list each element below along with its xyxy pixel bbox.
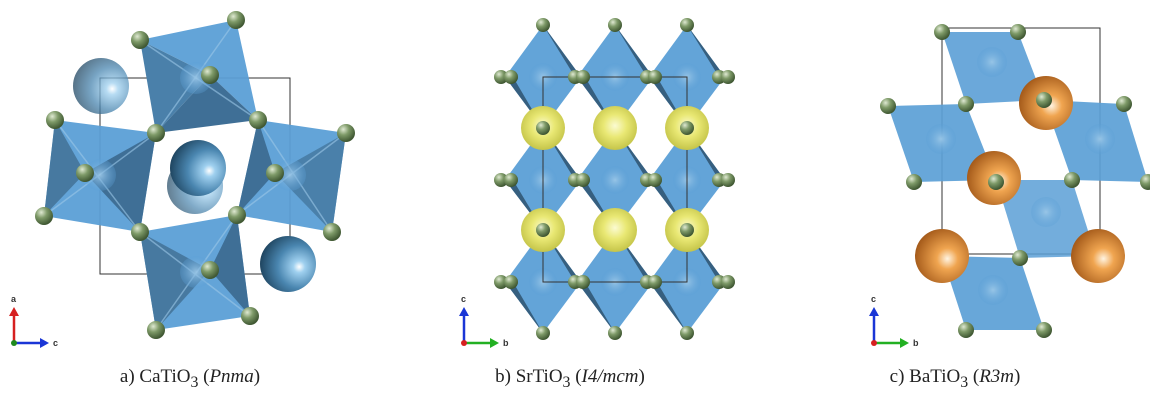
caption-c: c) BaTiO3 (R3m) [889, 366, 1021, 391]
o-atoms [880, 24, 1150, 338]
o-atoms [494, 18, 735, 340]
unit-cell-outline [542, 76, 688, 283]
axes-indicator: a c [9, 294, 58, 348]
caption-b: b) SrTiO3 (I4/mcm) [495, 366, 645, 391]
catio3-structure-diagram: a c [9, 11, 355, 348]
octahedron [156, 75, 258, 133]
sr-atom [593, 208, 637, 252]
caption-a: a) CaTiO3 (Pnma) [119, 366, 261, 391]
octahedron [140, 20, 258, 120]
octahedron [140, 232, 210, 330]
ba-atom [1071, 229, 1125, 283]
o-atom [46, 111, 64, 129]
o-atom [323, 223, 341, 241]
vertical-axis-label: a [11, 294, 17, 304]
ca-atom [73, 58, 129, 114]
vertical-axis-label: c [871, 294, 876, 304]
ca-atom [170, 140, 226, 196]
o-atom [201, 261, 219, 279]
octahedron [210, 215, 250, 316]
panel-c-batio3: c b c) BaTiO3 (R3m) [760, 0, 1150, 398]
o-atom [131, 223, 149, 241]
ca-atom [260, 236, 316, 292]
ti-octahedra [888, 32, 1148, 330]
o-atom [147, 321, 165, 339]
o-atom [266, 164, 284, 182]
o-atom [228, 206, 246, 224]
octahedron [275, 133, 346, 232]
horizontal-axis-label: b [503, 338, 509, 348]
o-atoms [35, 11, 355, 339]
batio3-structure-diagram: c b [869, 24, 1150, 348]
octahedron [44, 120, 85, 216]
octahedron [140, 40, 210, 133]
vertical-axis-label: c [461, 294, 466, 304]
o-atom [249, 111, 267, 129]
axes-indicator: c b [869, 294, 919, 348]
srtio3-structure-diagram: c b [459, 18, 735, 348]
octahedron [85, 133, 156, 232]
panel-b-srtio3: c b b) SrTiO3 (I4/mcm) [380, 0, 760, 398]
ba-atom [915, 229, 969, 283]
ti-octahedra [505, 25, 725, 333]
o-atom [201, 66, 219, 84]
panel-a-catio3: a c a) CaTiO3 (Pnma) [0, 0, 380, 398]
ti-octahedra [43, 19, 347, 331]
axes-indicator: c b [459, 294, 509, 348]
o-atom [241, 307, 259, 325]
o-atom [76, 164, 94, 182]
horizontal-axis-label: b [913, 338, 919, 348]
ca-atoms [73, 58, 316, 292]
octahedron [237, 120, 275, 215]
o-atom [147, 124, 165, 142]
o-atom [337, 124, 355, 142]
horizontal-axis-label: c [53, 338, 58, 348]
o-atom [227, 11, 245, 29]
sr-atom [593, 106, 637, 150]
o-atom [131, 31, 149, 49]
o-atom [35, 207, 53, 225]
